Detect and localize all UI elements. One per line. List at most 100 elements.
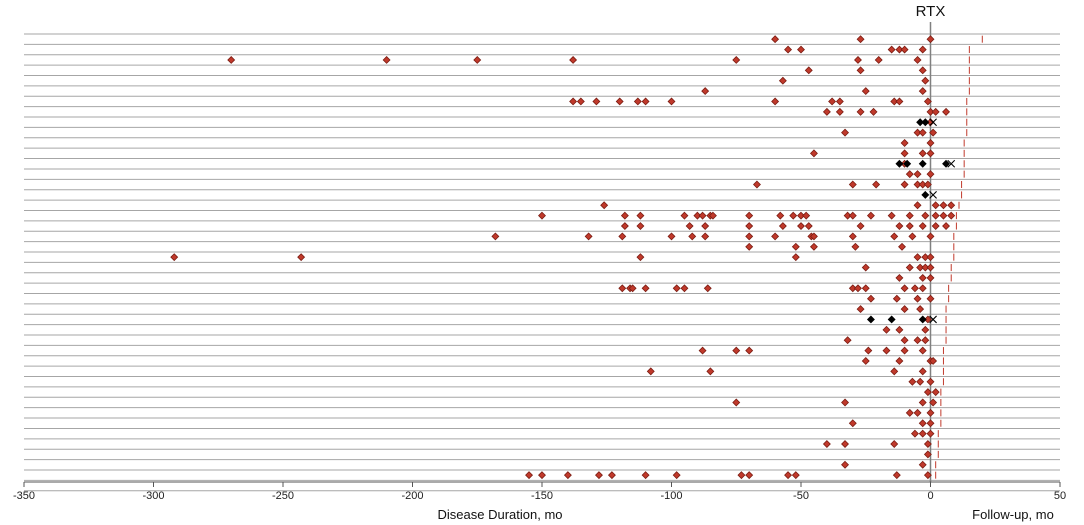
relapse-point [918, 87, 927, 96]
relapse-point [926, 253, 935, 262]
relapse-point [688, 232, 697, 241]
relapse-point [784, 471, 793, 480]
black-point [918, 159, 927, 168]
relapse-point [916, 263, 925, 272]
relapse-point [563, 471, 572, 480]
relapse-point [929, 128, 938, 137]
relapse-point [900, 346, 909, 355]
relapse-point [866, 211, 875, 220]
relapse-point [861, 87, 870, 96]
relapse-point [910, 429, 919, 438]
relapse-point [797, 222, 805, 230]
x-tick-label: -250 [272, 490, 294, 502]
x-axis-title-right: Follow-up, mo [972, 507, 1054, 522]
relapse-point [905, 211, 914, 220]
relapse-point [918, 128, 927, 137]
relapse-point [848, 284, 857, 293]
relapse-point [890, 440, 899, 448]
relapse-point [789, 211, 798, 220]
x-tick-label: -350 [13, 490, 35, 502]
relapse-point [926, 419, 935, 428]
relapse-point [921, 325, 930, 334]
relapse-point [895, 273, 904, 282]
relapse-point [900, 305, 909, 314]
relapse-point [913, 294, 922, 303]
relapse-point [923, 315, 932, 324]
relapse-point [926, 232, 935, 241]
relapse-point [929, 357, 938, 365]
relapse-point [227, 55, 236, 64]
relapse-point [882, 325, 891, 334]
relapse-point [898, 242, 906, 251]
relapse-point [918, 346, 927, 355]
relapse-point [923, 471, 932, 480]
relapse-point [745, 242, 754, 251]
relapse-point [926, 429, 935, 438]
relapse-point [784, 45, 793, 54]
black-point [918, 315, 927, 324]
relapse-point [908, 232, 917, 241]
relapse-point [918, 419, 927, 428]
relapse-point [931, 211, 940, 220]
relapse-point [892, 471, 901, 480]
row-lines [24, 33, 1060, 492]
relapse-point [913, 128, 922, 137]
relapse-point [737, 471, 746, 480]
relapse-point [848, 419, 857, 428]
relapse-point [913, 170, 922, 179]
relapse-point [913, 180, 922, 189]
relapse-point [918, 398, 927, 407]
relapse-point [942, 107, 951, 116]
relapse-point [708, 211, 717, 220]
relapse-point [882, 346, 891, 355]
relapse-point [900, 139, 909, 147]
relapse-point [841, 440, 849, 448]
relapse-point [926, 149, 935, 158]
relapse-point [841, 398, 849, 407]
relapse-point [618, 232, 627, 241]
relapse-point [913, 253, 922, 262]
black-point [903, 159, 912, 168]
relapse-point [576, 97, 585, 106]
relapse-point [869, 107, 878, 116]
relapse-point [791, 253, 800, 262]
relapse-point [856, 107, 865, 116]
relapse-point [620, 211, 629, 220]
relapse-point [926, 408, 935, 417]
relapse-point [569, 97, 578, 106]
relapse-point [910, 284, 919, 293]
relapse-point [636, 253, 645, 262]
relapse-point [918, 284, 927, 293]
black-point [921, 190, 930, 199]
relapse-point [776, 211, 785, 220]
relapse-point [890, 97, 899, 106]
relapse-point [685, 222, 694, 230]
relapse-point [636, 211, 645, 220]
black-point [887, 315, 896, 324]
relapse-point [921, 253, 930, 262]
relapse-point [646, 367, 655, 376]
relapse-point [569, 55, 578, 64]
relapse-point [641, 97, 650, 106]
relapse-point [473, 55, 482, 64]
relapse-point [926, 263, 935, 272]
relapse-point [745, 222, 754, 230]
relapse-point [835, 97, 844, 106]
relapse-point [698, 211, 707, 220]
relapse-point [905, 263, 914, 272]
relapse-point [804, 66, 813, 75]
relapse-point [802, 211, 811, 220]
relapse-point [947, 201, 956, 210]
relapse-point [703, 284, 712, 293]
x-tick-label: -100 [660, 490, 682, 502]
relapse-point [856, 305, 865, 314]
relapse-point [926, 139, 935, 147]
relapse-point [592, 97, 601, 106]
relapse-point [491, 232, 500, 241]
relapse-point [913, 408, 922, 417]
relapse-point [822, 107, 831, 116]
relapse-point [620, 222, 629, 230]
relapse-point [600, 201, 609, 210]
relapse-point [633, 97, 642, 106]
